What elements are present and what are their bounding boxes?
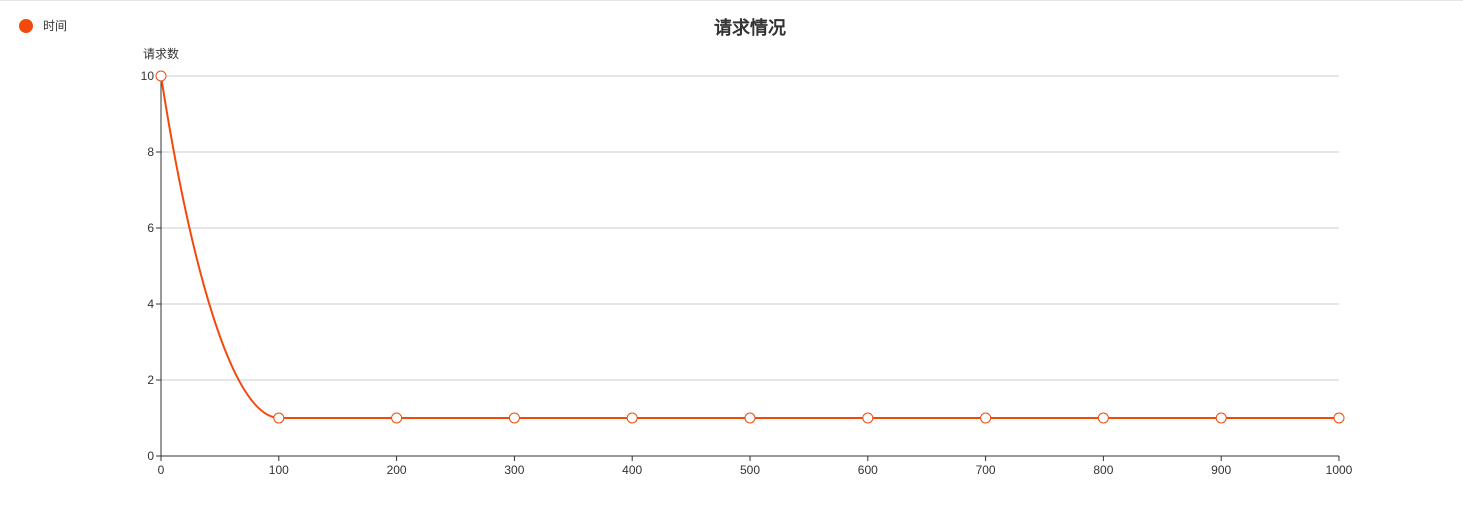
x-tick-label: 800 bbox=[1093, 463, 1113, 477]
x-tick-label: 500 bbox=[740, 463, 760, 477]
data-point[interactable] bbox=[626, 412, 638, 424]
data-point[interactable] bbox=[273, 412, 285, 424]
y-tick-label: 10 bbox=[141, 69, 155, 83]
x-tick-label: 700 bbox=[976, 463, 996, 477]
chart-title: 请求情况 bbox=[714, 18, 786, 38]
x-tick-label: 900 bbox=[1211, 463, 1231, 477]
y-axis-title: 请求数 bbox=[143, 46, 179, 61]
top-divider bbox=[0, 0, 1463, 1]
x-tick-label: 0 bbox=[158, 463, 165, 477]
series-line bbox=[160, 75, 1339, 419]
data-point[interactable] bbox=[1215, 412, 1227, 424]
y-tick-label: 8 bbox=[147, 145, 154, 159]
x-tick-label: 200 bbox=[387, 463, 407, 477]
x-tick-label: 100 bbox=[269, 463, 289, 477]
x-tick-label: 600 bbox=[858, 463, 878, 477]
x-tick-label: 1000 bbox=[1326, 463, 1353, 477]
data-point[interactable] bbox=[1097, 412, 1109, 424]
data-point[interactable] bbox=[508, 412, 520, 424]
legend-swatch-icon bbox=[19, 19, 33, 33]
legend-label: 时间 bbox=[43, 19, 68, 33]
data-point[interactable] bbox=[391, 412, 403, 424]
y-tick-label: 4 bbox=[147, 297, 154, 311]
data-point[interactable] bbox=[980, 412, 992, 424]
y-tick-label: 0 bbox=[147, 449, 154, 463]
data-point[interactable] bbox=[1333, 412, 1345, 424]
y-tick-label: 2 bbox=[147, 373, 154, 387]
x-tick-label: 300 bbox=[504, 463, 524, 477]
data-point[interactable] bbox=[744, 412, 756, 424]
x-tick-label: 400 bbox=[622, 463, 642, 477]
data-point[interactable] bbox=[862, 412, 874, 424]
data-point[interactable] bbox=[155, 70, 167, 82]
legend-item[interactable]: 时间 bbox=[19, 19, 67, 33]
y-tick-label: 6 bbox=[147, 221, 154, 235]
